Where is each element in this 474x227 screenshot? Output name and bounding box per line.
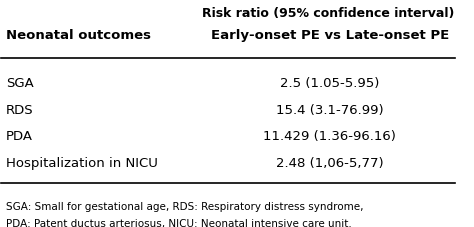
Text: Risk ratio (95% confidence interval): Risk ratio (95% confidence interval) [202, 7, 455, 20]
Text: Hospitalization in NICU: Hospitalization in NICU [6, 156, 158, 169]
Text: PDA: Patent ductus arteriosus, NICU: Neonatal intensive care unit.: PDA: Patent ductus arteriosus, NICU: Neo… [6, 218, 352, 227]
Text: 15.4 (3.1-76.99): 15.4 (3.1-76.99) [276, 103, 384, 116]
Text: 11.429 (1.36-96.16): 11.429 (1.36-96.16) [264, 130, 396, 143]
Text: Early-onset PE vs Late-onset PE: Early-onset PE vs Late-onset PE [211, 29, 449, 42]
Text: 2.5 (1.05-5.95): 2.5 (1.05-5.95) [280, 76, 380, 89]
Text: Neonatal outcomes: Neonatal outcomes [6, 29, 151, 42]
Text: SGA: SGA [6, 76, 34, 89]
Text: PDA: PDA [6, 130, 33, 143]
Text: SGA: Small for gestational age, RDS: Respiratory distress syndrome,: SGA: Small for gestational age, RDS: Res… [6, 201, 364, 211]
Text: RDS: RDS [6, 103, 34, 116]
Text: 2.48 (1,06-5,77): 2.48 (1,06-5,77) [276, 156, 384, 169]
